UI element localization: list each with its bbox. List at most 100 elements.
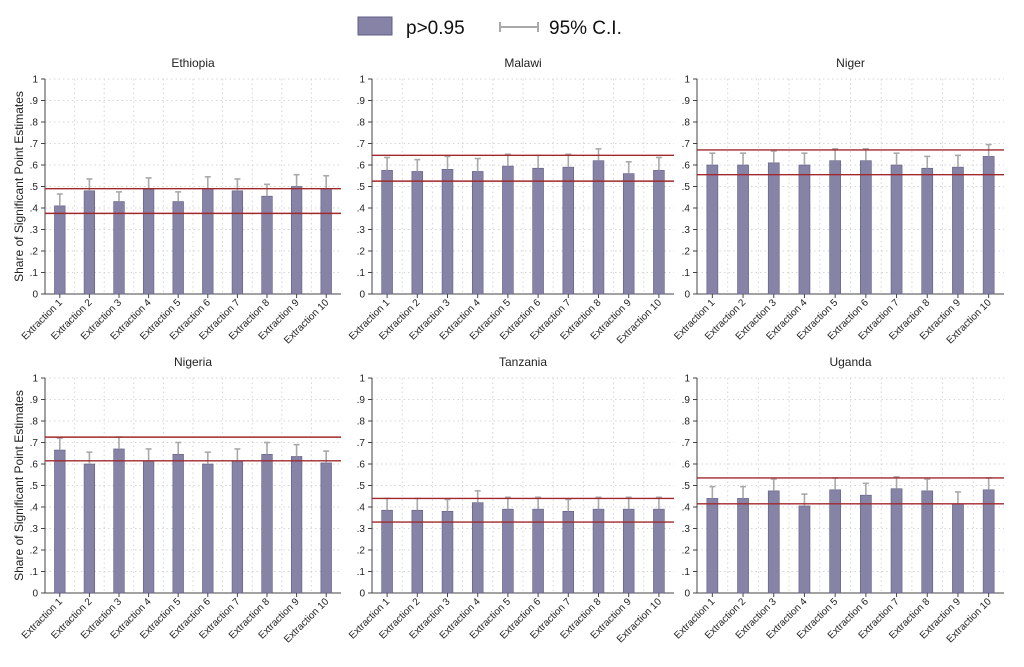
y-tick-label: .3 <box>357 225 366 236</box>
bar <box>231 190 244 295</box>
bar <box>622 173 635 295</box>
y-tick-label: .7 <box>30 139 39 150</box>
y-tick-label: .8 <box>682 118 691 129</box>
panel-title: Ethiopia <box>171 56 215 70</box>
y-tick-label: .6 <box>30 161 39 172</box>
y-tick-label: .9 <box>357 395 366 406</box>
bar <box>261 454 273 594</box>
y-tick-label: .8 <box>30 417 39 428</box>
bar <box>83 190 96 295</box>
bar <box>113 448 125 594</box>
bar <box>381 170 393 295</box>
legend-bar-label: p>0.95 <box>406 18 465 39</box>
y-tick-label: .8 <box>682 417 691 428</box>
bar <box>172 454 184 594</box>
panel-nigeria: Nigeria Share of Significant Point Estima… <box>12 355 341 645</box>
bar <box>562 166 575 295</box>
y-tick-label: .6 <box>682 460 691 471</box>
bar <box>441 510 454 594</box>
y-tick-label: .3 <box>682 225 691 236</box>
y-tick-label: .2 <box>30 546 39 557</box>
panel-title: Niger <box>836 56 865 70</box>
y-tick-label: .5 <box>357 481 366 492</box>
bar <box>737 498 749 594</box>
y-tick-label: .3 <box>682 524 691 535</box>
y-axis-label: Share of Significant Point Estimates <box>12 390 26 581</box>
y-tick-label: .4 <box>357 204 366 215</box>
y-tick-label: .1 <box>30 268 39 279</box>
y-tick-label: .7 <box>30 438 39 449</box>
y-tick-label: 1 <box>32 374 38 385</box>
bar <box>767 490 780 594</box>
bar <box>798 164 811 295</box>
y-tick-label: .6 <box>357 460 366 471</box>
bar <box>142 189 155 295</box>
bar <box>142 460 155 594</box>
bar <box>202 188 214 295</box>
y-tick-label: .9 <box>30 395 39 406</box>
y-tick-label: .1 <box>357 567 366 578</box>
bar <box>982 156 995 295</box>
y-tick-label: .6 <box>682 161 691 172</box>
bar <box>921 167 934 295</box>
bar <box>982 489 995 594</box>
bar <box>441 169 454 295</box>
y-tick-label: .1 <box>357 268 366 279</box>
panel-title: Nigeria <box>174 355 212 369</box>
bar <box>890 164 903 295</box>
y-tick-label: .7 <box>682 438 691 449</box>
bar <box>172 201 184 295</box>
y-tick-label: .5 <box>30 182 39 193</box>
y-tick-label: 1 <box>684 75 690 86</box>
y-tick-label: .1 <box>30 567 39 578</box>
y-tick-label: 0 <box>32 290 38 301</box>
bar <box>829 160 841 295</box>
bar <box>829 489 841 594</box>
y-tick-label: .7 <box>682 139 691 150</box>
bar <box>706 498 719 594</box>
y-tick-label: .5 <box>30 481 39 492</box>
panel-ethiopia: Ethiopia Share of Significant Point Estim… <box>12 56 341 346</box>
y-tick-label: .3 <box>357 524 366 535</box>
bar <box>798 505 811 594</box>
panel-title: Uganda <box>829 355 871 369</box>
bar <box>471 171 484 295</box>
y-tick-label: 0 <box>684 290 690 301</box>
y-tick-label: 0 <box>359 290 365 301</box>
bar <box>737 164 749 295</box>
bar <box>113 201 125 295</box>
y-tick-label: .6 <box>357 161 366 172</box>
y-tick-label: 0 <box>32 589 38 600</box>
y-tick-label: .1 <box>682 268 691 279</box>
y-tick-label: .4 <box>30 503 39 514</box>
y-tick-label: .5 <box>357 182 366 193</box>
y-tick-label: .7 <box>357 139 366 150</box>
bar <box>532 167 544 295</box>
bar <box>921 490 934 594</box>
panel-title: Tanzania <box>499 355 547 369</box>
y-tick-label: .7 <box>357 438 366 449</box>
y-tick-label: .4 <box>30 204 39 215</box>
legend-bar-swatch <box>357 16 393 36</box>
y-tick-label: .8 <box>357 417 366 428</box>
y-tick-label: .6 <box>30 460 39 471</box>
y-tick-label: .4 <box>682 503 691 514</box>
bar <box>83 463 96 594</box>
y-tick-label: .9 <box>682 96 691 107</box>
y-tick-label: .5 <box>682 182 691 193</box>
y-axis-label: Share of Significant Point Estimates <box>12 91 26 282</box>
bar <box>653 170 665 295</box>
y-tick-label: .4 <box>357 503 366 514</box>
y-tick-label: .2 <box>682 546 691 557</box>
bar <box>54 449 66 594</box>
bar <box>860 494 872 594</box>
bar <box>320 188 332 295</box>
bar <box>202 463 214 594</box>
legend-ci-swatch <box>499 22 539 32</box>
bar <box>471 502 484 594</box>
bar <box>320 462 332 594</box>
